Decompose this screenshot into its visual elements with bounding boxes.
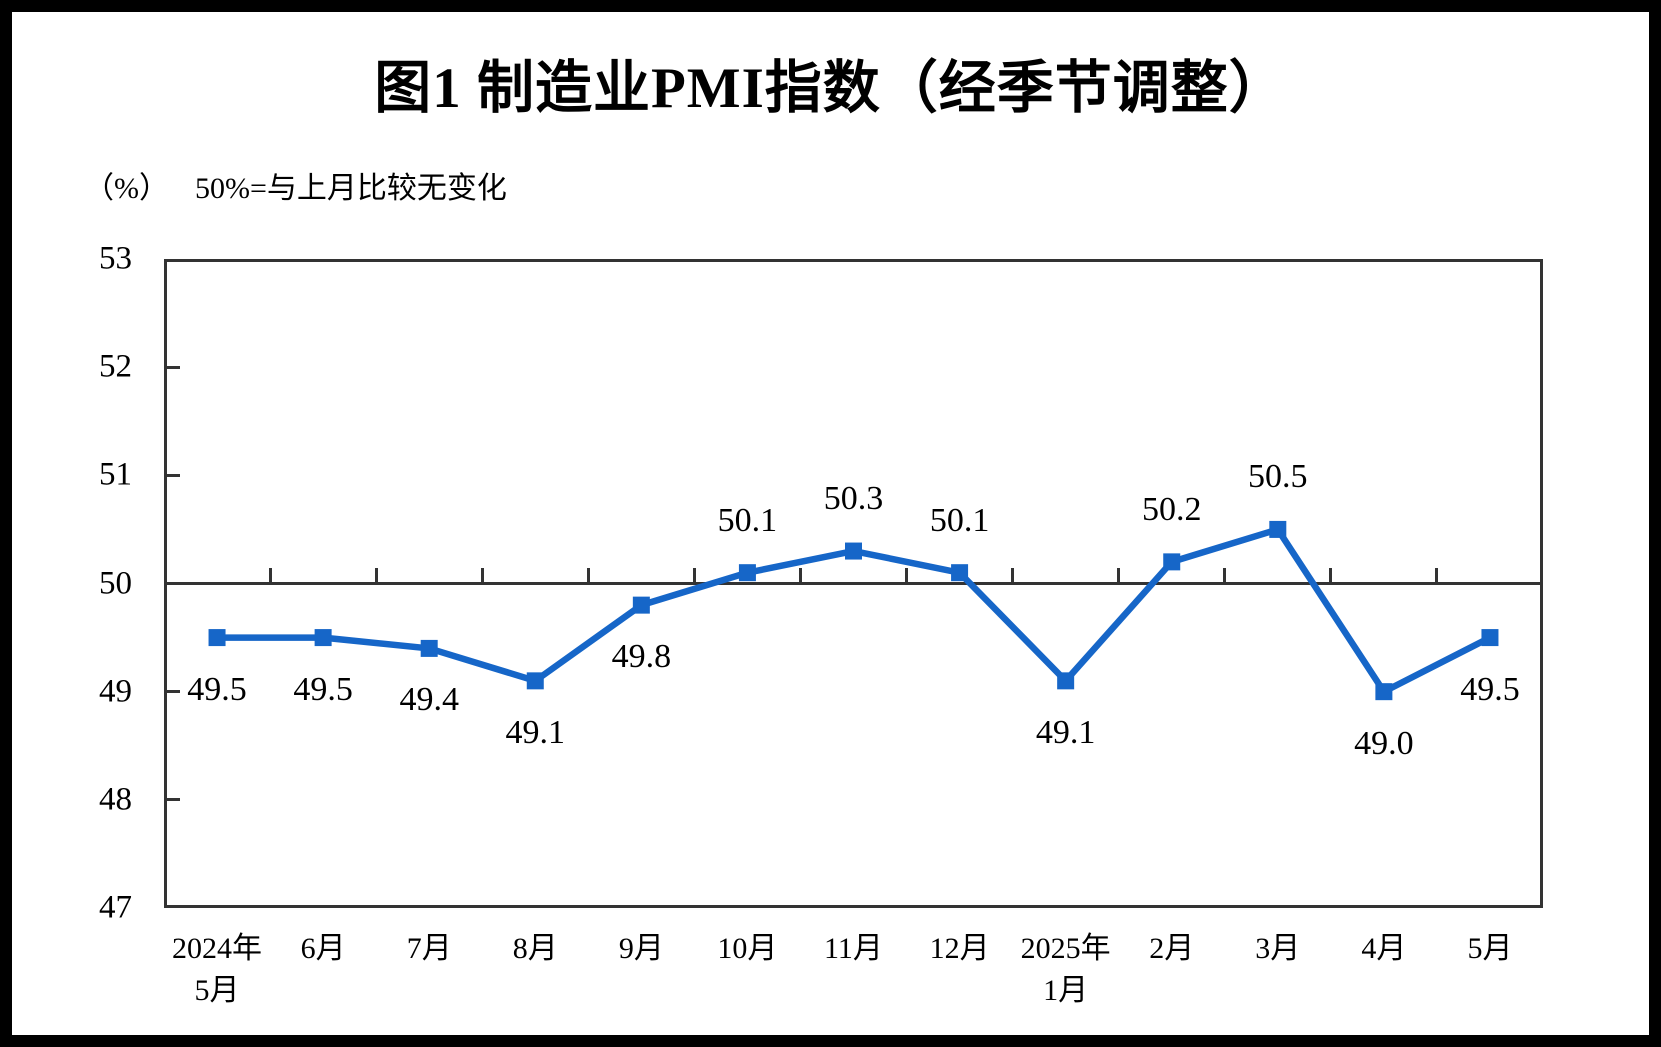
y-axis-tick: [167, 365, 180, 369]
data-point-label: 50.2: [1141, 490, 1202, 528]
data-point-label: 49.8: [611, 638, 672, 676]
x-axis-label: 2025年 1月: [986, 928, 1146, 1012]
data-point-marker: [1057, 672, 1075, 690]
x-axis-label-line: 7月: [406, 932, 452, 965]
data-point-label: 49.4: [399, 681, 459, 719]
x-axis-label: 10月: [667, 928, 827, 970]
data-point-marker: [208, 629, 226, 647]
x-axis-label-line: 5月: [194, 974, 240, 1007]
x-axis-label-line: 5月: [1467, 932, 1513, 965]
y-axis-tick: [167, 690, 180, 694]
y-axis-label: 53: [99, 240, 132, 277]
x-axis-label-line: 6月: [300, 932, 346, 965]
y-axis-label: 50: [99, 565, 132, 601]
data-point-marker: [738, 564, 756, 582]
x-axis-label: 9月: [561, 928, 721, 970]
x-axis-label-line: 11月: [824, 932, 883, 965]
pmi-line-chart: 47 48 49 50 51 52 53 2024年 5月 6月 7月 8月 9月 10月 11月 12月 20…: [99, 242, 1543, 1007]
y-axis-label: 51: [99, 456, 132, 493]
x-axis-label-line: 10月: [717, 932, 778, 965]
data-point-label: 49.1: [1035, 713, 1096, 751]
category-tick: [374, 568, 378, 582]
reference-line-note: 50%=与上月比较无变化: [195, 172, 507, 205]
x-axis-label-line: 2024年: [172, 932, 263, 965]
x-axis-label: 8月: [455, 928, 615, 970]
data-point-marker: [526, 672, 544, 690]
x-axis-label: 11月: [774, 928, 934, 970]
data-point-label: 49.5: [187, 670, 247, 708]
x-axis-label-line: 8月: [512, 932, 558, 965]
y-axis-unit-label: （%）: [84, 172, 169, 205]
data-point-marker: [951, 564, 969, 582]
category-tick: [1011, 568, 1015, 582]
chart-title: 图1 制造业PMI指数（经季节调整）: [374, 57, 1287, 120]
x-axis-label-line: 1月: [1043, 974, 1089, 1007]
pmi-series-line: [208, 520, 1499, 701]
category-tick: [268, 568, 272, 582]
y-axis-tick: [167, 798, 180, 802]
data-point-marker: [1375, 683, 1393, 701]
y-axis-label: 48: [99, 781, 132, 818]
data-point-label: 49.5: [293, 670, 353, 708]
x-axis-label-line: 12月: [929, 932, 990, 965]
category-tick: [1223, 568, 1227, 582]
reference-line-50: [164, 582, 1543, 585]
data-point-marker: [314, 629, 332, 647]
data-point-marker: [1481, 629, 1499, 647]
category-tick: [480, 568, 484, 582]
y-axis-label: 52: [99, 348, 132, 385]
category-tick: [1117, 568, 1121, 582]
y-axis-tick: [167, 473, 180, 477]
category-tick: [586, 568, 590, 582]
category-tick: [1435, 568, 1439, 582]
category-tick: [692, 568, 696, 582]
x-axis-label-line: 4月: [1361, 932, 1407, 965]
category-tick: [1329, 568, 1333, 582]
data-point-marker: [420, 639, 438, 657]
data-point-label: 49.5: [1460, 670, 1520, 708]
data-point-marker: [1269, 520, 1287, 538]
x-axis-label-line: 3月: [1255, 932, 1301, 965]
data-point-label: 50.1: [929, 501, 990, 539]
x-axis-label: 2月: [1092, 928, 1252, 970]
category-tick: [798, 568, 802, 582]
data-point-label: 49.1: [505, 713, 566, 751]
x-axis-label-line: 2025年: [1020, 932, 1111, 965]
x-axis-label: 3月: [1198, 928, 1358, 970]
y-axis-label: 49: [99, 673, 132, 710]
x-axis-label: 2024年 5月: [137, 928, 297, 1012]
x-axis-label: 6月: [243, 928, 403, 970]
chart-subtitle: （%） 50%=与上月比较无变化: [84, 170, 507, 208]
data-point-label: 50.1: [717, 501, 778, 539]
category-tick: [905, 568, 909, 582]
x-axis-label-line: 2月: [1149, 932, 1195, 965]
x-axis-label: 12月: [880, 928, 1040, 970]
x-axis-label: 4月: [1304, 928, 1464, 970]
x-axis-label: 5月: [1410, 928, 1570, 970]
x-axis-label-line: 9月: [618, 932, 664, 965]
data-point-marker: [632, 596, 650, 614]
data-point-label: 49.0: [1354, 724, 1414, 762]
x-axis-label: 7月: [349, 928, 509, 970]
data-point-marker: [1163, 553, 1181, 571]
y-axis-label: 47: [99, 889, 132, 926]
data-point-label: 50.5: [1248, 458, 1308, 496]
data-point-marker: [845, 542, 862, 560]
data-point-label: 50.3: [823, 480, 884, 518]
